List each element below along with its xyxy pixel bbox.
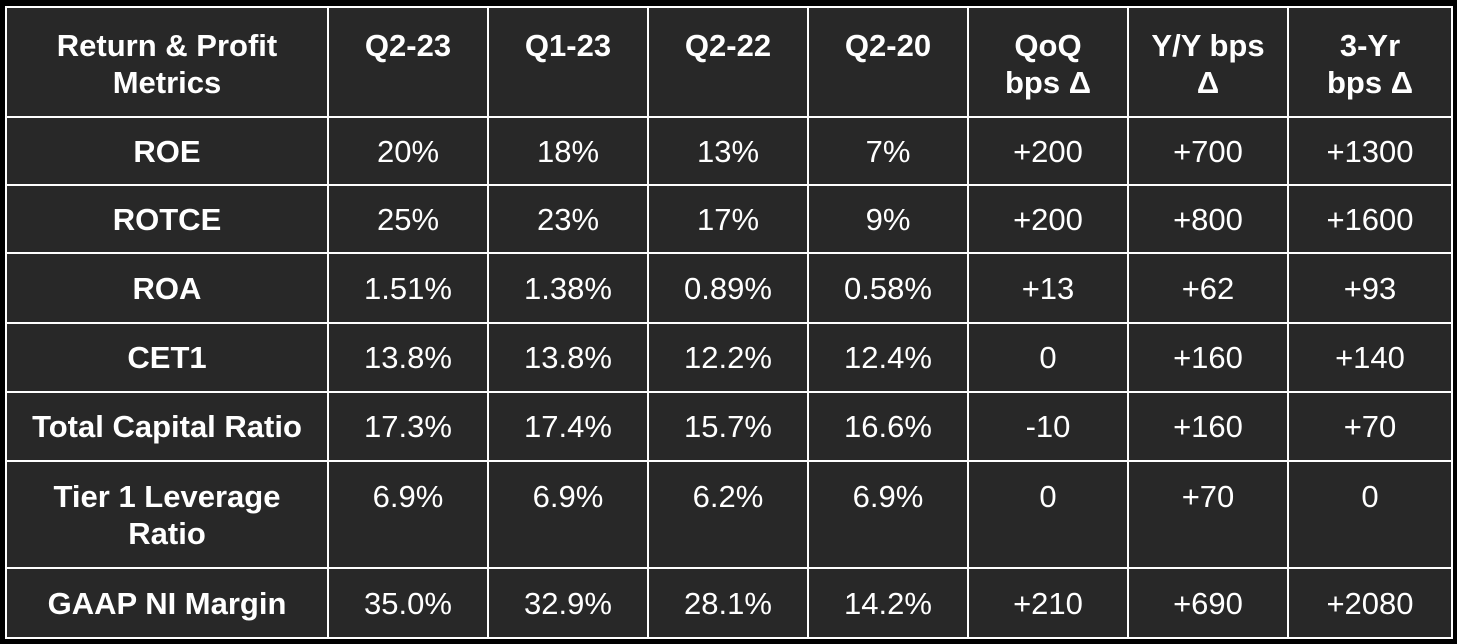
cell-value: 6.9% (807, 460, 969, 569)
cell-value: 15.7% (647, 391, 809, 462)
cell-value: 9% (807, 184, 969, 254)
cell-value: 18% (487, 116, 649, 186)
cell-value: 12.2% (647, 322, 809, 393)
cell-value: 17% (647, 184, 809, 254)
header-yy-bps: Y/Y bps Δ (1127, 6, 1289, 118)
cell-value: +690 (1127, 567, 1289, 639)
header-q2-23: Q2-23 (327, 6, 489, 118)
cell-value: 0 (1287, 460, 1453, 569)
cell-value: 23% (487, 184, 649, 254)
cell-value: 6.9% (487, 460, 649, 569)
cell-value: +62 (1127, 252, 1289, 324)
cell-value: +70 (1127, 460, 1289, 569)
cell-value: 16.6% (807, 391, 969, 462)
row-label: ROA (5, 252, 329, 324)
cell-value: +800 (1127, 184, 1289, 254)
cell-value: +200 (967, 116, 1129, 186)
header-q1-23: Q1-23 (487, 6, 649, 118)
header-q2-22: Q2-22 (647, 6, 809, 118)
header-row: Return & Profit Metrics Q2-23 Q1-23 Q2-22… (5, 6, 1453, 118)
cell-value: +13 (967, 252, 1129, 324)
cell-value: 17.4% (487, 391, 649, 462)
cell-value: +70 (1287, 391, 1453, 462)
row-label: Tier 1 Leverage Ratio (5, 460, 329, 569)
cell-value: 35.0% (327, 567, 489, 639)
cell-value: 14.2% (807, 567, 969, 639)
cell-value: +140 (1287, 322, 1453, 393)
table-row-rotce: ROTCE 25% 23% 17% 9% +200 +800 +1600 (5, 184, 1453, 254)
row-label: GAAP NI Margin (5, 567, 329, 639)
cell-value: +700 (1127, 116, 1289, 186)
cell-value: 20% (327, 116, 489, 186)
header-q2-20: Q2-20 (807, 6, 969, 118)
cell-value: 25% (327, 184, 489, 254)
cell-value: 13.8% (487, 322, 649, 393)
cell-value: +1600 (1287, 184, 1453, 254)
table-row-cet1: CET1 13.8% 13.8% 12.2% 12.4% 0 +160 +140 (5, 322, 1453, 393)
cell-value: 0 (967, 322, 1129, 393)
cell-value: 17.3% (327, 391, 489, 462)
cell-value: 28.1% (647, 567, 809, 639)
header-3yr-bps: 3-Yr bps Δ (1287, 6, 1453, 118)
cell-value: 0.89% (647, 252, 809, 324)
header-qoq-bps: QoQ bps Δ (967, 6, 1129, 118)
row-label: CET1 (5, 322, 329, 393)
header-metrics: Return & Profit Metrics (5, 6, 329, 118)
cell-value: +1300 (1287, 116, 1453, 186)
row-label: ROTCE (5, 184, 329, 254)
cell-value: +93 (1287, 252, 1453, 324)
table-row-tier1-leverage-ratio: Tier 1 Leverage Ratio 6.9% 6.9% 6.2% 6.9%… (5, 460, 1453, 569)
cell-value: -10 (967, 391, 1129, 462)
cell-value: 0.58% (807, 252, 969, 324)
cell-value: 6.2% (647, 460, 809, 569)
cell-value: 32.9% (487, 567, 649, 639)
row-label: Total Capital Ratio (5, 391, 329, 462)
cell-value: 0 (967, 460, 1129, 569)
cell-value: 13% (647, 116, 809, 186)
cell-value: +160 (1127, 391, 1289, 462)
return-profit-metrics-table: Return & Profit Metrics Q2-23 Q1-23 Q2-22… (5, 6, 1453, 639)
table-row-total-capital-ratio: Total Capital Ratio 17.3% 17.4% 15.7% 16… (5, 391, 1453, 462)
cell-value: 12.4% (807, 322, 969, 393)
cell-value: +2080 (1287, 567, 1453, 639)
cell-value: +210 (967, 567, 1129, 639)
table-row-roa: ROA 1.51% 1.38% 0.89% 0.58% +13 +62 +93 (5, 252, 1453, 324)
cell-value: +160 (1127, 322, 1289, 393)
cell-value: 1.38% (487, 252, 649, 324)
table-row-roe: ROE 20% 18% 13% 7% +200 +700 +1300 (5, 116, 1453, 186)
cell-value: 6.9% (327, 460, 489, 569)
cell-value: +200 (967, 184, 1129, 254)
cell-value: 13.8% (327, 322, 489, 393)
metrics-table-container: Return & Profit Metrics Q2-23 Q1-23 Q2-22… (5, 6, 1453, 639)
row-label: ROE (5, 116, 329, 186)
cell-value: 7% (807, 116, 969, 186)
table-row-gaap-ni-margin: GAAP NI Margin 35.0% 32.9% 28.1% 14.2% +… (5, 567, 1453, 639)
cell-value: 1.51% (327, 252, 489, 324)
